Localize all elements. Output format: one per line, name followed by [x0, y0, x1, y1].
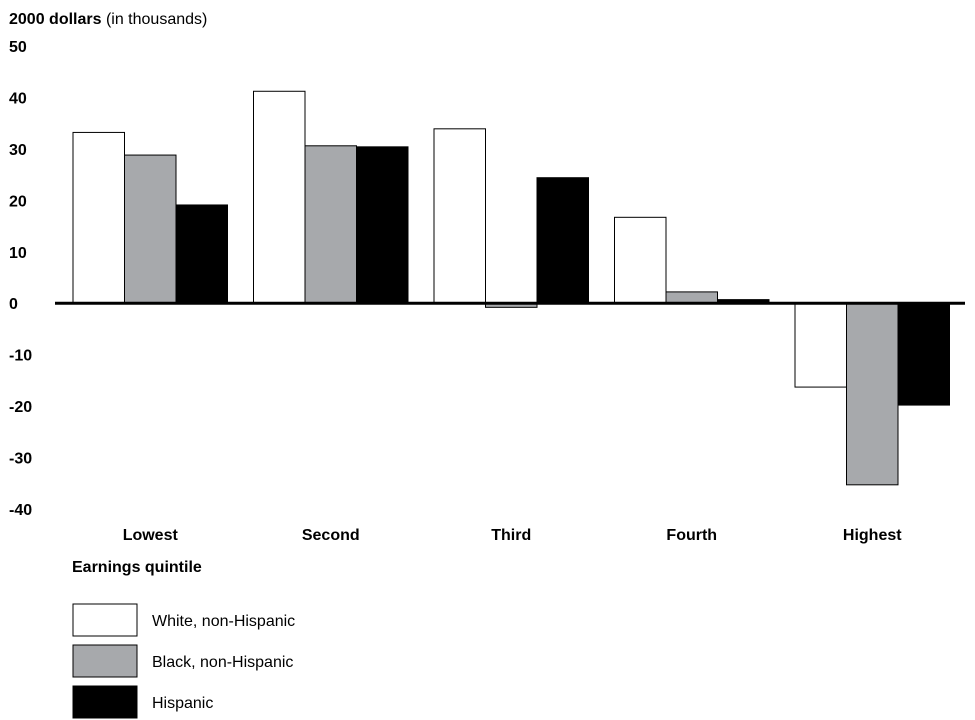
x-axis-title: Earnings quintile	[72, 559, 202, 576]
y-tick-label: 50	[9, 39, 27, 56]
bar-highest-series-2	[846, 302, 899, 486]
bar-fourth-series-1	[614, 216, 667, 304]
legend: White, non-Hispanic Black, non-Hispanic Hi…	[72, 603, 295, 719]
y-tick-label: -20	[9, 399, 32, 416]
category-labels: Lowest Second Third Fourth Highest	[123, 527, 903, 544]
bar-highest-series-3	[897, 302, 950, 406]
bar-second-series-3	[356, 146, 409, 304]
legend-label: Black, non-Hispanic	[152, 654, 293, 671]
bar-fourth-series-2	[665, 291, 718, 304]
y-tick-label: 40	[9, 90, 27, 107]
y-tick-label: 30	[9, 142, 27, 159]
y-tick-label: 20	[9, 193, 27, 210]
category-label: Highest	[843, 527, 902, 544]
bar-lowest-series-3	[175, 204, 228, 304]
bar-third-series-1	[433, 128, 486, 304]
y-tick-label: -30	[9, 451, 32, 468]
bar-lowest-series-1	[72, 131, 125, 304]
y-tick-labels: 50 40 30 20 10 0 -10 -20 -30 -40	[9, 39, 32, 519]
category-label: Third	[491, 527, 531, 544]
legend-swatch	[72, 603, 138, 637]
category-label: Second	[302, 527, 360, 544]
y-tick-label: 10	[9, 245, 27, 262]
bar-highest-series-1	[794, 302, 847, 388]
y-tick-label: -10	[9, 348, 32, 365]
y-axis-title-bold: 2000 dollars	[9, 11, 102, 28]
bar-second-series-2	[304, 145, 357, 304]
category-label: Lowest	[123, 527, 179, 544]
y-tick-label: -40	[9, 502, 32, 519]
legend-label: White, non-Hispanic	[152, 613, 295, 630]
y-tick-label: 0	[9, 296, 18, 313]
bars	[72, 90, 950, 486]
y-axis-title-rest: (in thousands)	[102, 11, 208, 28]
legend-swatch	[72, 685, 138, 719]
category-label: Fourth	[666, 527, 717, 544]
y-axis-title: 2000 dollars (in thousands)	[9, 11, 207, 28]
bar-second-series-1	[253, 90, 306, 304]
bar-third-series-3	[536, 177, 589, 304]
bar-lowest-series-2	[124, 154, 177, 304]
legend-label: Hispanic	[152, 695, 213, 712]
legend-swatch	[72, 644, 138, 678]
